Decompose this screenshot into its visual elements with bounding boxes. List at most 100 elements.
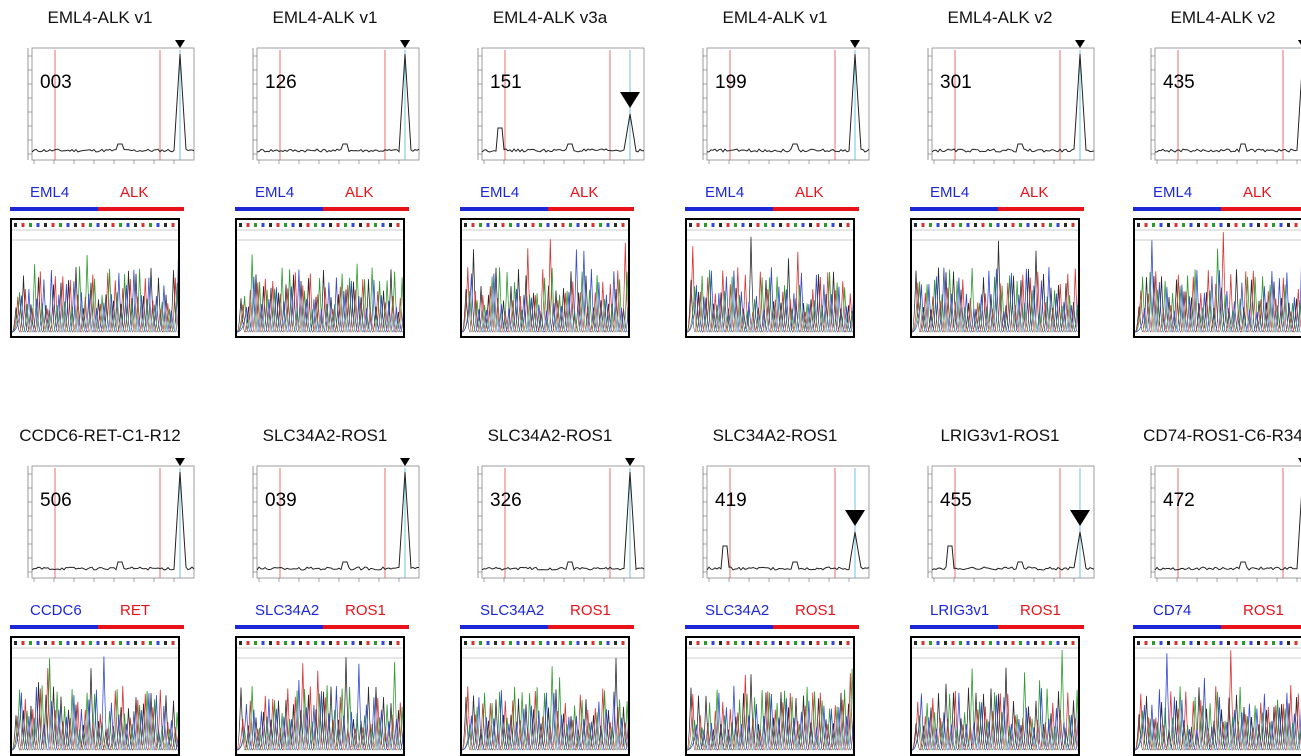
chromatogram-trace xyxy=(912,267,1078,333)
chromatogram-trace xyxy=(462,666,628,751)
sequence-chromatogram xyxy=(1133,218,1301,338)
gene-a-label: EML4 xyxy=(480,184,520,201)
peak-plot-svg xyxy=(927,465,1095,582)
sample-id: 455 xyxy=(940,490,972,511)
sample-id: 472 xyxy=(1163,490,1195,511)
peak-plot xyxy=(235,450,421,584)
sequence-chromatogram xyxy=(460,218,630,338)
peak-plot-svg xyxy=(27,450,195,582)
chromatogram-svg xyxy=(1135,641,1301,751)
chromatogram-svg xyxy=(237,223,403,333)
sample-id: 326 xyxy=(490,490,522,511)
chromatogram-trace xyxy=(12,271,178,333)
trace-line xyxy=(256,471,419,571)
gene-b-bar xyxy=(548,625,634,629)
sample-id: 419 xyxy=(715,490,747,511)
breakpoint-arrow-marker xyxy=(395,32,415,48)
gene-a-label: EML4 xyxy=(255,184,295,201)
breakpoint-arrow-marker xyxy=(1293,32,1301,45)
gene-b-bar xyxy=(998,625,1084,629)
peak-plot xyxy=(1133,450,1301,584)
sequence-chromatogram xyxy=(685,636,855,756)
panel-title: EML4-ALK v3a xyxy=(492,8,608,27)
sample-id: 199 xyxy=(715,72,747,93)
gene-b-bar xyxy=(98,207,184,211)
chromatogram-svg xyxy=(687,223,853,333)
gene-a-label: SLC34A2 xyxy=(480,602,545,619)
sequence-chromatogram xyxy=(685,218,855,338)
gene-a-label: SLC34A2 xyxy=(255,602,320,619)
chromatogram-svg xyxy=(237,641,403,751)
breakpoint-arrow-marker xyxy=(845,32,865,48)
breakpoint-arrow-marker xyxy=(845,510,865,526)
peak-plot xyxy=(685,32,871,166)
breakpoint-arrow-marker xyxy=(620,450,640,466)
sample-id: 301 xyxy=(940,72,972,93)
sequence-chromatogram xyxy=(10,218,180,338)
gene-a-bar xyxy=(910,207,998,211)
gene-b-bar xyxy=(323,207,409,211)
peak-plot-svg xyxy=(702,32,870,164)
trace-line xyxy=(256,53,420,153)
gene-a-bar xyxy=(235,625,323,629)
peak-plot xyxy=(10,450,196,584)
gene-a-label: LRIG3v1 xyxy=(930,602,990,619)
gene-a-label: CD74 xyxy=(1153,602,1192,619)
chromatogram-trace xyxy=(1135,240,1301,333)
gene-a-label: CCDC6 xyxy=(30,602,82,619)
chromatogram-trace xyxy=(237,269,403,333)
gene-b-label: ROS1 xyxy=(1020,602,1061,619)
gene-b-bar xyxy=(98,625,184,629)
gene-b-label: ALK xyxy=(570,184,599,201)
panel-title: EML4-ALK v2 xyxy=(1170,8,1276,27)
chromatogram-trace xyxy=(912,267,1078,333)
peak-plot xyxy=(910,458,1096,584)
chromatogram-trace xyxy=(1135,269,1301,333)
gene-a-bar xyxy=(460,625,548,629)
sequence-chromatogram xyxy=(10,636,180,756)
peak-plot xyxy=(460,450,646,584)
gene-b-label: RET xyxy=(120,602,150,619)
sample-id: 039 xyxy=(265,490,297,511)
sequence-chromatogram xyxy=(910,636,1080,756)
gene-a-bar xyxy=(10,207,98,211)
sequence-chromatogram xyxy=(910,218,1080,338)
gene-a-bar xyxy=(10,625,98,629)
peak-plot-svg xyxy=(1150,450,1301,582)
trace-line xyxy=(481,471,645,571)
chromatogram-trace xyxy=(462,249,628,333)
gene-a-bar xyxy=(1133,207,1221,211)
gene-b-bar xyxy=(773,207,859,211)
sample-id: 126 xyxy=(265,72,297,93)
chromatogram-trace xyxy=(12,254,178,333)
gene-a-bar xyxy=(1133,625,1221,629)
gene-a-bar xyxy=(685,625,773,629)
sequence-chromatogram xyxy=(1133,636,1301,756)
peak-plot-svg xyxy=(27,32,195,164)
chromatogram-svg xyxy=(1135,223,1301,333)
chromatogram-trace xyxy=(462,239,628,333)
gene-b-label: ALK xyxy=(1020,184,1049,201)
panel-title: EML4-ALK v1 xyxy=(47,8,153,27)
chromatogram-svg xyxy=(462,641,628,751)
gene-b-label: ROS1 xyxy=(345,602,386,619)
peak-plot-svg xyxy=(1150,32,1301,164)
peak-plot-svg xyxy=(477,47,645,164)
gene-b-label: ALK xyxy=(1243,184,1272,201)
gene-a-bar xyxy=(910,625,998,629)
gene-a-bar xyxy=(460,207,548,211)
panel-title: SLC34A2-ROS1 xyxy=(712,426,838,445)
peak-plot-svg xyxy=(702,465,870,582)
peak-plot xyxy=(460,40,646,166)
trace-line xyxy=(481,113,644,153)
peak-plot xyxy=(685,458,871,584)
chromatogram-svg xyxy=(12,641,178,751)
peak-plot xyxy=(235,32,421,166)
chromatogram-svg xyxy=(687,641,853,751)
gene-a-bar xyxy=(685,207,773,211)
gene-b-bar xyxy=(998,207,1084,211)
peak-plot-svg xyxy=(927,32,1095,164)
gene-b-label: ROS1 xyxy=(570,602,611,619)
gene-a-label: SLC34A2 xyxy=(705,602,770,619)
